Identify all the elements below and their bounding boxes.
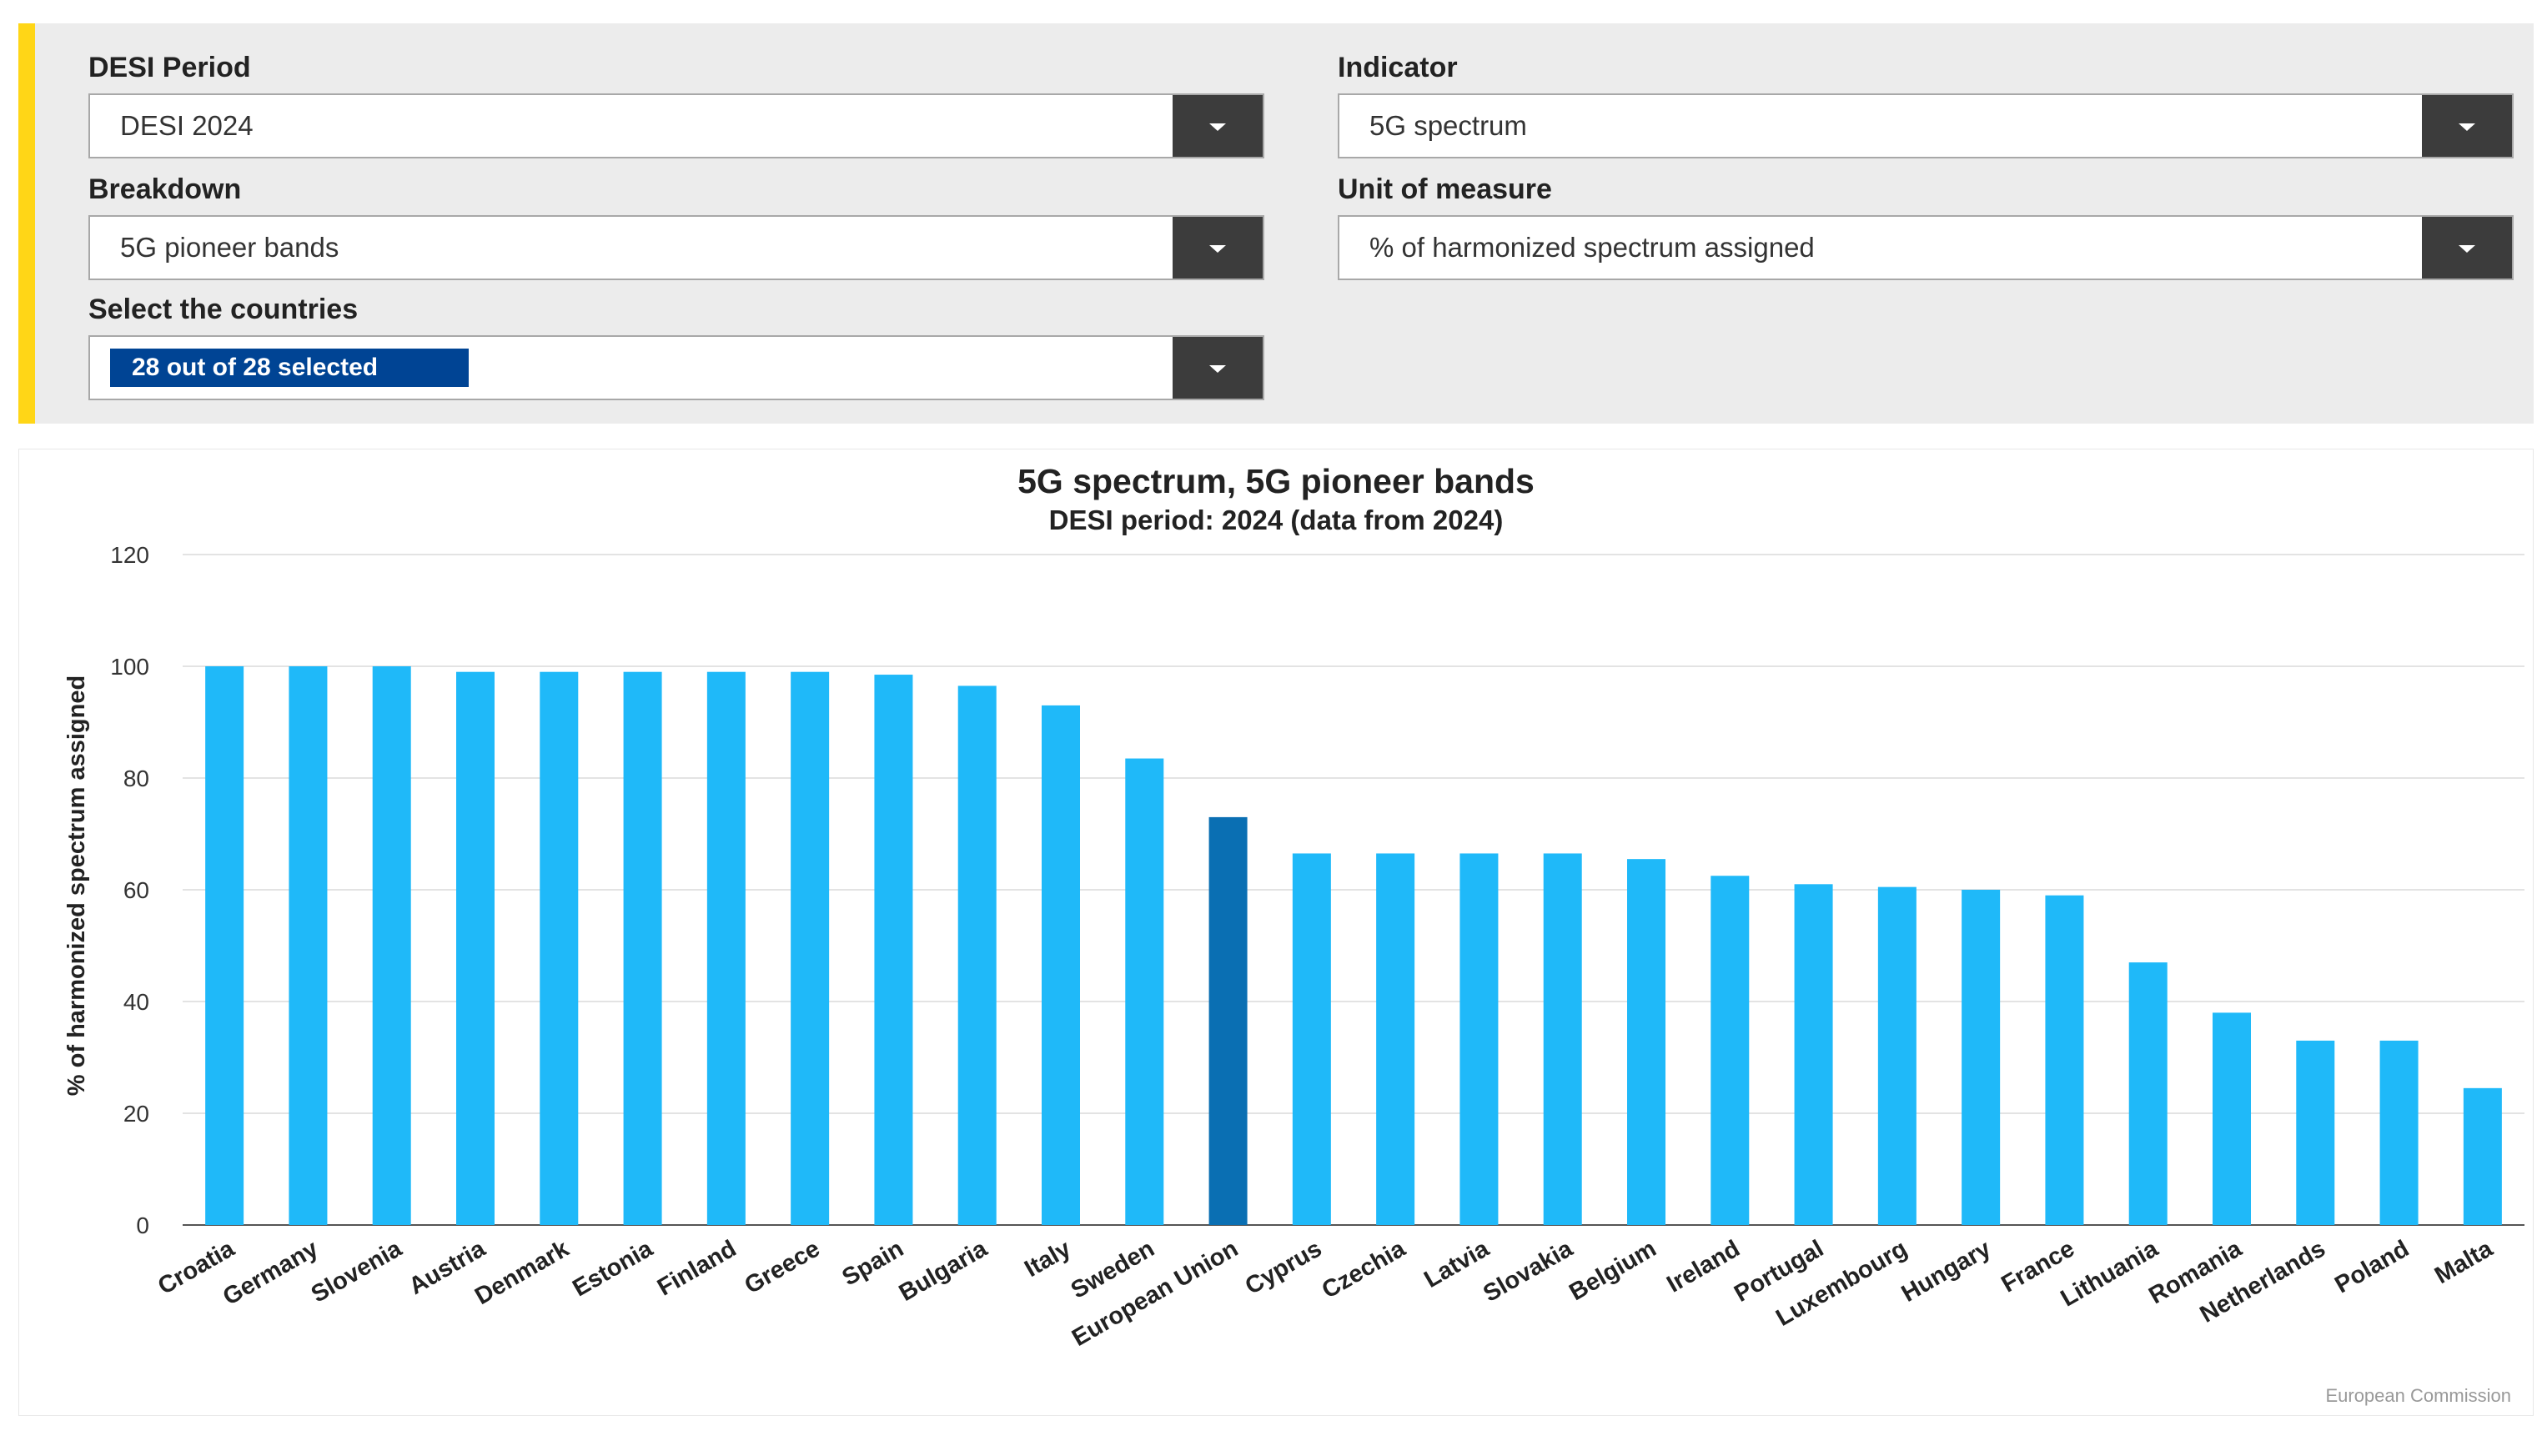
breakdown-dropdown-button[interactable] — [1173, 217, 1263, 279]
y-tick-label: 0 — [136, 1212, 149, 1238]
bar-malta[interactable] — [2463, 1087, 2502, 1225]
y-tick-label: 120 — [110, 542, 149, 568]
chart-subtitle: DESI period: 2024 (data from 2024) — [1049, 505, 1504, 535]
bar-cyprus[interactable] — [1292, 853, 1331, 1225]
bar-finland[interactable] — [706, 671, 746, 1225]
source-credit: European Commission — [2325, 1385, 2511, 1406]
desi-period-dropdown-button[interactable] — [1173, 95, 1263, 157]
bar-lithuania[interactable] — [2128, 962, 2168, 1225]
chevron-down-icon — [1209, 123, 1226, 131]
bar-ireland[interactable] — [1711, 876, 1750, 1225]
unit-value: % of harmonized spectrum assigned — [1369, 232, 1815, 263]
desi-period-label: DESI Period — [88, 52, 251, 83]
y-tick-label: 100 — [110, 654, 149, 680]
y-axis-label: % of harmonized spectrum assigned — [63, 675, 90, 1096]
filter-panel: DESI Period DESI 2024 Indicator 5G spect… — [18, 23, 2534, 424]
breakdown-label: Breakdown — [88, 173, 242, 205]
x-tick-label: Belgium — [1565, 1235, 1660, 1306]
x-tick-label: Poland — [2330, 1235, 2414, 1298]
indicator-label: Indicator — [1338, 52, 1458, 83]
bar-luxembourg[interactable] — [1877, 886, 1917, 1225]
bar-bulgaria[interactable] — [957, 685, 997, 1225]
indicator-dropdown-button[interactable] — [2422, 95, 2512, 157]
bar-latvia[interactable] — [1459, 853, 1499, 1225]
x-tick-label: Denmark — [470, 1235, 574, 1310]
bar-italy[interactable] — [1042, 705, 1080, 1225]
bar-poland[interactable] — [2379, 1040, 2419, 1225]
x-tick-label: Cyprus — [1241, 1235, 1327, 1300]
chevron-down-icon — [2459, 245, 2475, 253]
bar-slovakia[interactable] — [1543, 853, 1582, 1225]
x-tick-label: Lithuania — [2057, 1235, 2163, 1313]
bar-chart: 5G spectrum, 5G pioneer bands DESI perio… — [63, 462, 2524, 1406]
countries-dropdown-button[interactable] — [1173, 337, 1263, 399]
countries-select[interactable]: 28 out of 28 selected — [88, 335, 1264, 400]
unit-label: Unit of measure — [1338, 173, 1552, 205]
breakdown-value: 5G pioneer bands — [120, 232, 339, 263]
unit-select[interactable]: % of harmonized spectrum assigned — [1338, 215, 2514, 280]
x-tick-label: Germany — [219, 1235, 323, 1311]
chart-title: 5G spectrum, 5G pioneer bands — [1017, 462, 1535, 500]
bar-austria[interactable] — [456, 671, 495, 1225]
bar-denmark[interactable] — [540, 671, 579, 1225]
indicator-value: 5G spectrum — [1369, 110, 1527, 141]
x-tick-label: Estonia — [568, 1235, 657, 1303]
chevron-down-icon — [1209, 365, 1226, 373]
y-tick-label: 20 — [123, 1101, 149, 1127]
bar-european-union[interactable] — [1208, 816, 1248, 1225]
x-tick-label: Greece — [740, 1235, 824, 1299]
bar-portugal[interactable] — [1794, 884, 1833, 1225]
unit-dropdown-button[interactable] — [2422, 217, 2512, 279]
x-tick-label: Italy — [1020, 1235, 1075, 1283]
countries-label: Select the countries — [88, 294, 359, 325]
chevron-down-icon — [2459, 123, 2475, 131]
x-tick-label: Czechia — [1318, 1235, 1411, 1304]
x-tick-label: Bulgaria — [895, 1235, 992, 1307]
bar-romania[interactable] — [2213, 1012, 2251, 1225]
bar-germany[interactable] — [289, 666, 328, 1225]
y-tick-label: 60 — [123, 877, 149, 903]
bar-croatia[interactable] — [205, 666, 244, 1225]
bar-estonia[interactable] — [623, 671, 662, 1225]
indicator-select[interactable]: 5G spectrum — [1338, 93, 2514, 158]
desi-period-select[interactable]: DESI 2024 — [88, 93, 1264, 158]
bar-greece[interactable] — [791, 671, 830, 1225]
y-tick-label: 40 — [123, 989, 149, 1015]
x-tick-label: Malta — [2430, 1235, 2498, 1289]
y-tick-label: 80 — [123, 766, 149, 791]
desi-period-value: DESI 2024 — [120, 110, 254, 141]
bar-spain[interactable] — [874, 675, 913, 1225]
bar-france[interactable] — [2045, 895, 2084, 1225]
x-tick-label: Slovakia — [1479, 1235, 1578, 1308]
x-tick-label: Finland — [653, 1235, 741, 1301]
bar-slovenia[interactable] — [372, 666, 411, 1225]
bar-belgium[interactable] — [1627, 859, 1665, 1225]
bar-hungary[interactable] — [1962, 890, 2001, 1225]
bar-czechia[interactable] — [1376, 853, 1415, 1225]
bar-sweden[interactable] — [1125, 758, 1164, 1225]
x-tick-label: Hungary — [1897, 1235, 1996, 1308]
chevron-down-icon — [1209, 245, 1226, 253]
chart-panel: 5G spectrum, 5G pioneer bands DESI perio… — [18, 449, 2534, 1416]
bar-netherlands[interactable] — [2296, 1040, 2335, 1225]
countries-selected-chip: 28 out of 28 selected — [110, 349, 469, 387]
breakdown-select[interactable]: 5G pioneer bands — [88, 215, 1264, 280]
x-tick-label: Slovenia — [307, 1235, 407, 1308]
